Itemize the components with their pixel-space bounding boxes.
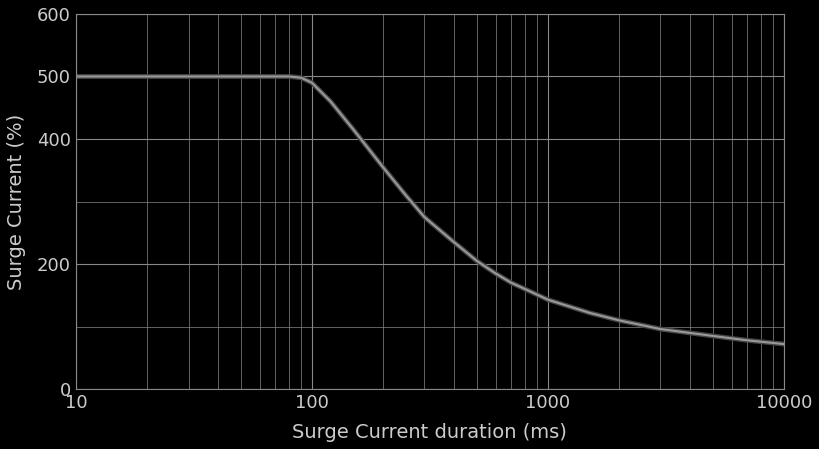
Y-axis label: Surge Current (%): Surge Current (%) bbox=[7, 114, 26, 290]
X-axis label: Surge Current duration (ms): Surge Current duration (ms) bbox=[292, 423, 568, 442]
